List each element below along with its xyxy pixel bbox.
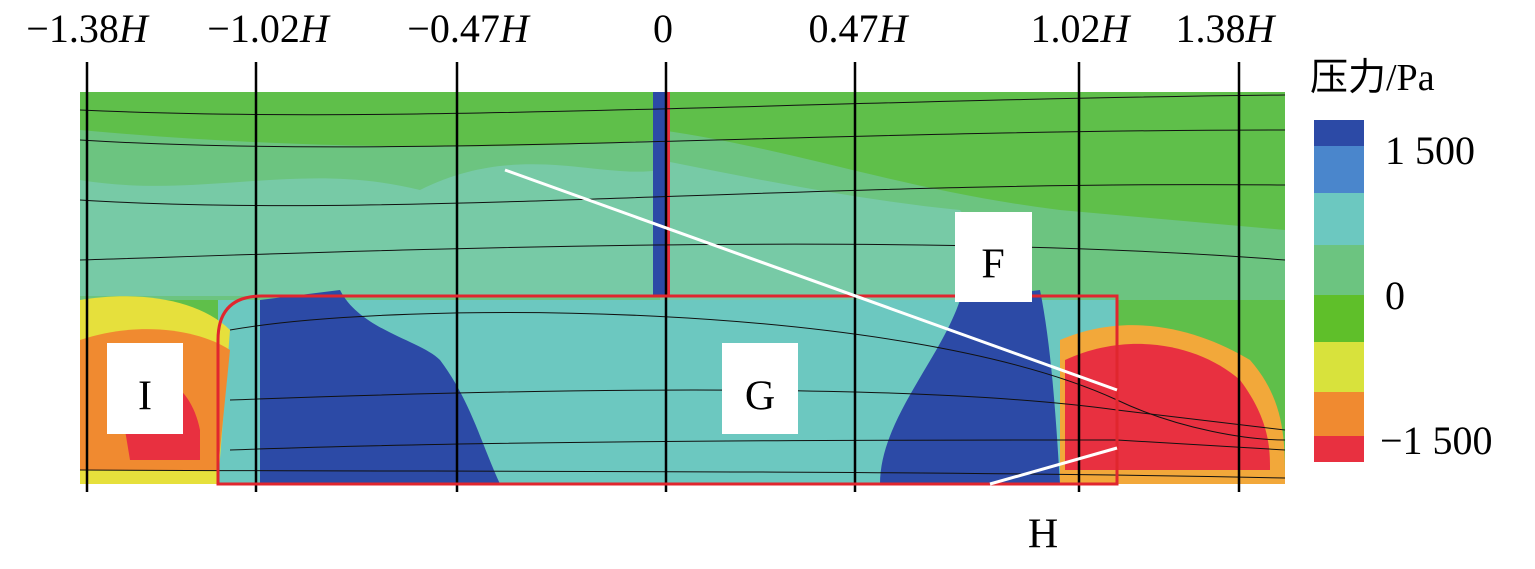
- position-labels: −1.38H −1.02H −0.47H 0 0.47H 1.02H 1.38H: [26, 6, 1276, 51]
- label-number: 0.47: [809, 6, 879, 51]
- label-number: −1.02: [207, 6, 300, 51]
- label-box: [955, 212, 1032, 302]
- label-box: [107, 343, 183, 434]
- region-labels: F G I H: [107, 212, 1058, 558]
- position-label: −0.47H: [407, 6, 531, 51]
- position-lines: [85, 62, 1241, 492]
- label-unit: H: [878, 6, 910, 51]
- pressure-contour: [80, 92, 1285, 484]
- label-unit: H: [499, 6, 531, 51]
- label-number: 0: [653, 6, 673, 51]
- position-label: 1.38H: [1176, 6, 1277, 51]
- label-number: 1.02: [1031, 6, 1101, 51]
- label-unit: H: [118, 6, 150, 51]
- label-number: −0.47: [407, 6, 500, 51]
- colorbar-label: −1 500: [1380, 418, 1493, 463]
- position-label: 0: [653, 6, 673, 51]
- white-line: [989, 446, 1118, 486]
- position-label: −1.38H: [26, 6, 150, 51]
- region-label: H: [1028, 512, 1058, 558]
- white-line: [504, 168, 1118, 392]
- colorbar-label: 0: [1385, 273, 1405, 318]
- label-number: −1.38: [26, 6, 119, 51]
- label-number: 1.38: [1176, 6, 1246, 51]
- colorbar-title: 压力/Pa: [1310, 57, 1435, 99]
- label-unit: H: [1245, 6, 1277, 51]
- label-unit: H: [299, 6, 331, 51]
- position-label: −1.02H: [207, 6, 331, 51]
- label-box: [722, 343, 798, 434]
- colorbar-label: 1 500: [1385, 128, 1475, 173]
- position-label: 1.02H: [1031, 6, 1132, 51]
- label-unit: H: [1100, 6, 1132, 51]
- position-label: 0.47H: [809, 6, 910, 51]
- region-label: I: [138, 374, 152, 420]
- region-label: G: [745, 374, 775, 420]
- vehicle-outline: [216, 294, 1119, 486]
- region-label: F: [981, 242, 1004, 288]
- colorbar: 压力/Pa 1 500 0 −1 500: [1310, 57, 1493, 463]
